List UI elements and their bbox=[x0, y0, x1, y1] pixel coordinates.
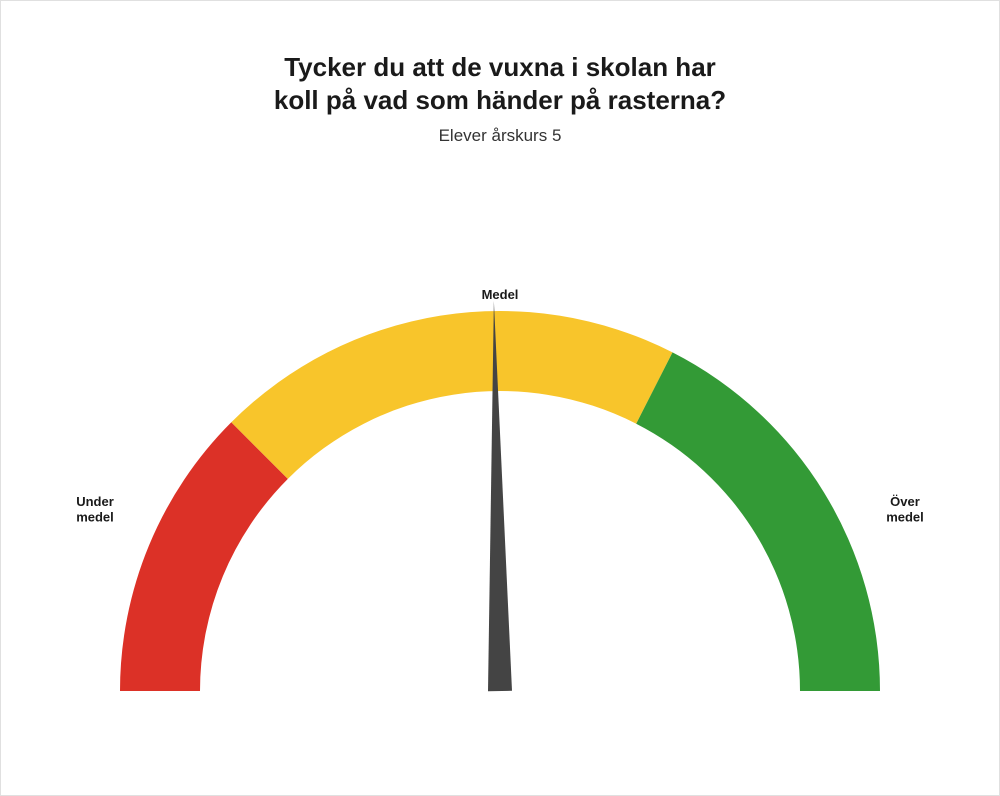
gauge-segment-2 bbox=[636, 352, 880, 691]
gauge-container: Undermedel Medel Övermedel bbox=[1, 191, 999, 751]
chart-title: Tycker du att de vuxna i skolan har koll… bbox=[1, 51, 999, 116]
title-block: Tycker du att de vuxna i skolan har koll… bbox=[1, 51, 999, 146]
chart-subtitle: Elever årskurs 5 bbox=[1, 126, 999, 146]
gauge-label-right: Övermedel bbox=[886, 494, 924, 525]
gauge-segment-0 bbox=[120, 422, 288, 691]
gauge-chart: Undermedel Medel Övermedel bbox=[50, 191, 950, 751]
chart-frame: Tycker du att de vuxna i skolan har koll… bbox=[0, 0, 1000, 796]
gauge-segment-1 bbox=[231, 311, 672, 479]
gauge-label-left: Undermedel bbox=[76, 494, 114, 525]
gauge-label-top: Medel bbox=[482, 287, 519, 302]
